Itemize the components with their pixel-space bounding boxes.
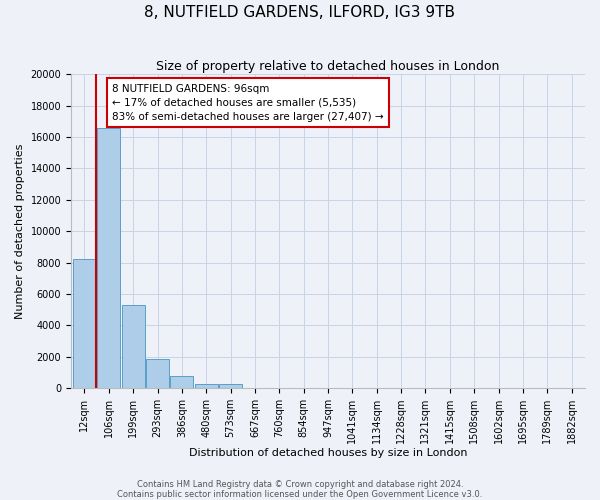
Bar bbox=[219, 384, 242, 388]
Text: 8, NUTFIELD GARDENS, ILFORD, IG3 9TB: 8, NUTFIELD GARDENS, ILFORD, IG3 9TB bbox=[145, 5, 455, 20]
Bar bbox=[122, 305, 145, 388]
X-axis label: Distribution of detached houses by size in London: Distribution of detached houses by size … bbox=[189, 448, 467, 458]
Bar bbox=[146, 359, 169, 388]
Text: 8 NUTFIELD GARDENS: 96sqm
← 17% of detached houses are smaller (5,535)
83% of se: 8 NUTFIELD GARDENS: 96sqm ← 17% of detac… bbox=[112, 84, 384, 122]
Bar bbox=[194, 384, 218, 388]
Bar bbox=[97, 128, 121, 388]
Bar bbox=[170, 376, 193, 388]
Bar bbox=[73, 260, 96, 388]
Title: Size of property relative to detached houses in London: Size of property relative to detached ho… bbox=[157, 60, 500, 73]
Y-axis label: Number of detached properties: Number of detached properties bbox=[15, 144, 25, 319]
Text: Contains HM Land Registry data © Crown copyright and database right 2024.
Contai: Contains HM Land Registry data © Crown c… bbox=[118, 480, 482, 499]
